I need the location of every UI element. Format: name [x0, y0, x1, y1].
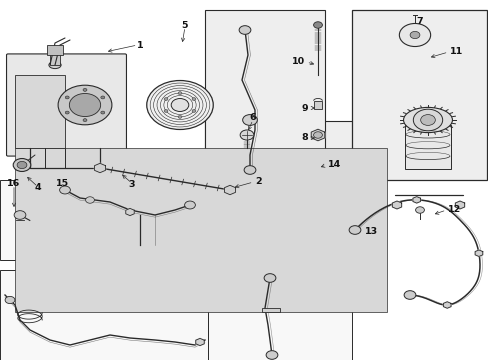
- Circle shape: [242, 114, 257, 125]
- Circle shape: [412, 109, 442, 131]
- Bar: [15, 75, 65, 148]
- Text: 6: 6: [249, 113, 256, 122]
- Text: 15: 15: [55, 179, 68, 188]
- Circle shape: [178, 116, 182, 118]
- Circle shape: [399, 23, 430, 46]
- Circle shape: [239, 26, 250, 34]
- Polygon shape: [94, 163, 105, 173]
- Text: 3: 3: [128, 180, 135, 189]
- Circle shape: [65, 111, 69, 114]
- Circle shape: [244, 166, 255, 174]
- Circle shape: [348, 226, 360, 234]
- Circle shape: [240, 130, 253, 140]
- Bar: [204, 121, 474, 160]
- Bar: [50, 53, 60, 65]
- Circle shape: [69, 94, 101, 117]
- Circle shape: [5, 296, 15, 303]
- Text: 5: 5: [182, 21, 188, 30]
- Text: 10: 10: [291, 58, 305, 67]
- Text: 16: 16: [7, 179, 20, 188]
- Polygon shape: [454, 201, 464, 209]
- Bar: [0, 270, 207, 360]
- Bar: [204, 10, 325, 160]
- Circle shape: [171, 99, 188, 112]
- Text: 9: 9: [301, 104, 307, 112]
- Text: 11: 11: [449, 48, 462, 57]
- Bar: [313, 101, 322, 109]
- FancyBboxPatch shape: [6, 54, 126, 156]
- Text: 4: 4: [35, 184, 41, 193]
- Polygon shape: [412, 197, 420, 203]
- Polygon shape: [391, 201, 401, 209]
- Circle shape: [60, 186, 70, 194]
- Ellipse shape: [403, 107, 451, 132]
- Polygon shape: [443, 302, 450, 308]
- Bar: [0, 180, 48, 260]
- Circle shape: [403, 291, 415, 299]
- Circle shape: [264, 274, 275, 282]
- Text: 2: 2: [254, 177, 261, 186]
- Text: 12: 12: [447, 206, 460, 215]
- Circle shape: [85, 197, 94, 203]
- Bar: [351, 10, 486, 180]
- Circle shape: [83, 119, 87, 122]
- Ellipse shape: [49, 62, 61, 69]
- Bar: [47, 45, 63, 55]
- Circle shape: [17, 161, 27, 168]
- Circle shape: [83, 89, 87, 91]
- Circle shape: [420, 114, 434, 125]
- Circle shape: [101, 96, 104, 99]
- Text: 8: 8: [301, 134, 307, 143]
- Circle shape: [101, 111, 104, 114]
- Polygon shape: [224, 185, 235, 195]
- Circle shape: [313, 22, 322, 28]
- Bar: [207, 180, 351, 270]
- Bar: [15, 148, 386, 312]
- Polygon shape: [195, 338, 204, 346]
- Circle shape: [313, 132, 322, 138]
- Circle shape: [415, 207, 424, 213]
- Circle shape: [184, 201, 195, 209]
- Bar: [48, 180, 207, 270]
- Circle shape: [65, 96, 69, 99]
- Polygon shape: [474, 250, 482, 256]
- Circle shape: [13, 158, 31, 171]
- Circle shape: [164, 109, 168, 112]
- Polygon shape: [310, 129, 324, 141]
- Circle shape: [58, 85, 112, 125]
- Text: 7: 7: [416, 18, 423, 27]
- Circle shape: [265, 351, 277, 359]
- Circle shape: [164, 98, 168, 100]
- Circle shape: [146, 81, 213, 130]
- Circle shape: [178, 92, 182, 95]
- Polygon shape: [125, 208, 134, 216]
- Text: 13: 13: [364, 228, 377, 237]
- Circle shape: [14, 211, 26, 219]
- Circle shape: [409, 31, 419, 39]
- Bar: [207, 270, 351, 360]
- Text: 14: 14: [327, 161, 341, 170]
- Bar: [404, 125, 450, 168]
- Circle shape: [192, 98, 196, 100]
- Bar: [262, 309, 280, 312]
- Text: 1: 1: [137, 40, 143, 49]
- Circle shape: [192, 109, 196, 112]
